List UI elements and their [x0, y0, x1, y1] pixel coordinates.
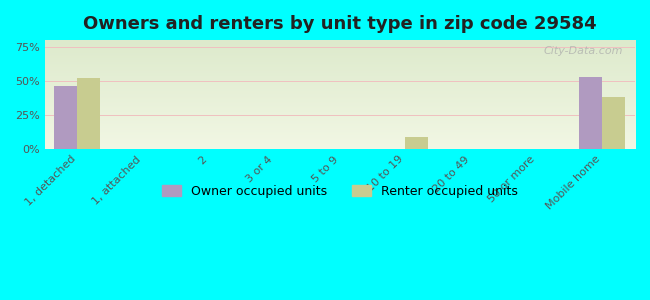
Bar [579, 77, 602, 149]
Bar [406, 137, 428, 149]
Title: Owners and renters by unit type in zip code 29584: Owners and renters by unit type in zip c… [83, 15, 597, 33]
Bar [55, 86, 77, 149]
Legend: Owner occupied units, Renter occupied units: Owner occupied units, Renter occupied un… [157, 180, 523, 203]
Text: City-Data.com: City-Data.com [543, 46, 623, 56]
Bar [77, 78, 100, 149]
Bar [602, 98, 625, 149]
Bar [274, 148, 297, 149]
